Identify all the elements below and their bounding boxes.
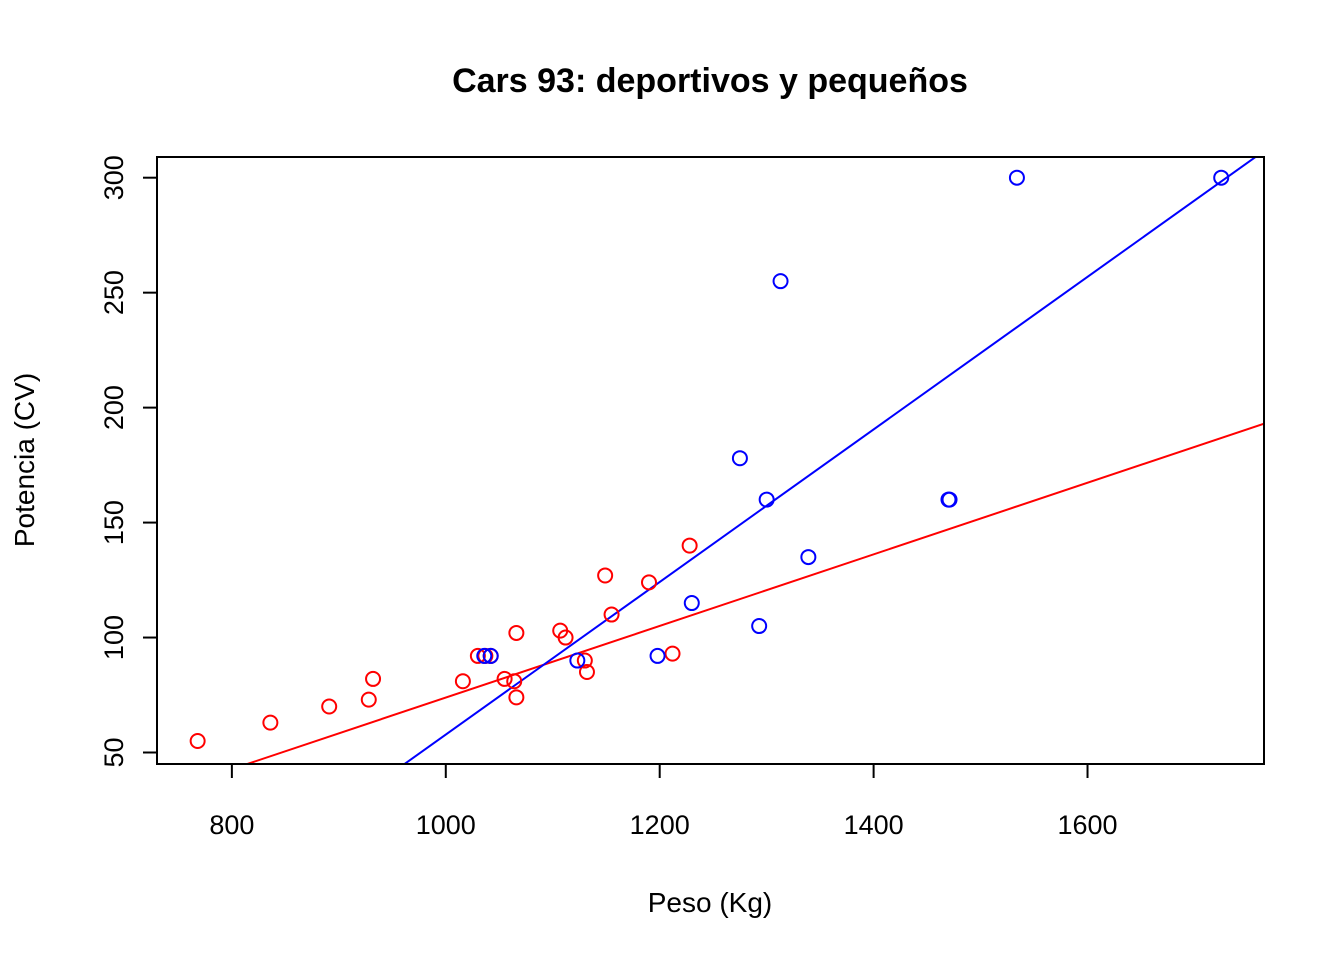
y-axis: 50 100 150 200 250 300 bbox=[99, 155, 158, 768]
x-axis: 800 1000 1200 1400 1600 bbox=[209, 763, 1118, 840]
point-pequeños bbox=[321, 698, 338, 715]
point-pequeños bbox=[664, 645, 681, 662]
point-pequeños bbox=[469, 647, 486, 664]
chart-title: Cars 93: deportivos y pequeños bbox=[452, 62, 968, 100]
x-axis-label: Peso (Kg) bbox=[648, 887, 773, 918]
point-deportivos bbox=[482, 647, 499, 664]
point-pequeños bbox=[360, 691, 377, 708]
point-deportivos bbox=[800, 549, 817, 566]
fit-lines bbox=[244, 157, 1264, 764]
point-pequeños bbox=[641, 574, 657, 591]
fit-line-deportivos bbox=[402, 157, 1258, 764]
point-deportivos bbox=[758, 491, 775, 508]
point-pequeños bbox=[578, 664, 595, 681]
x-tick-label: 1600 bbox=[1057, 810, 1117, 840]
point-pequeños bbox=[681, 537, 698, 554]
x-tick-label: 1000 bbox=[416, 810, 476, 840]
x-tick-label: 1200 bbox=[630, 810, 690, 840]
point-deportivos bbox=[569, 652, 586, 669]
point-pequeños bbox=[508, 689, 525, 706]
data-points bbox=[189, 169, 1230, 750]
point-deportivos bbox=[941, 491, 958, 508]
point-deportivos bbox=[649, 647, 666, 664]
y-tick-label: 150 bbox=[99, 500, 129, 545]
y-tick-label: 300 bbox=[99, 155, 129, 200]
point-deportivos bbox=[1008, 169, 1025, 186]
y-tick-label: 250 bbox=[99, 270, 129, 315]
point-deportivos bbox=[476, 647, 493, 664]
point-pequeños bbox=[576, 652, 593, 669]
y-tick-label: 100 bbox=[99, 615, 129, 660]
y-axis-label: Potencia (CV) bbox=[9, 373, 40, 547]
x-tick-label: 800 bbox=[209, 810, 254, 840]
point-pequeños bbox=[189, 733, 206, 750]
point-pequeños bbox=[557, 629, 574, 646]
point-deportivos bbox=[772, 273, 789, 290]
point-pequeños bbox=[262, 714, 279, 731]
point-pequeños bbox=[454, 673, 471, 690]
point-deportivos bbox=[731, 450, 748, 467]
point-deportivos bbox=[751, 618, 768, 635]
point-pequeños bbox=[508, 624, 525, 641]
y-tick-label: 200 bbox=[99, 385, 129, 430]
point-pequeños bbox=[506, 673, 523, 690]
point-deportivos bbox=[1213, 169, 1230, 186]
x-tick-label: 1400 bbox=[844, 810, 904, 840]
point-pequeños bbox=[496, 670, 513, 687]
point-pequeños bbox=[597, 567, 614, 584]
point-deportivos bbox=[683, 595, 700, 612]
fit-line-pequeños bbox=[244, 422, 1264, 764]
point-pequeños bbox=[603, 606, 620, 623]
point-pequeños bbox=[365, 670, 382, 687]
y-tick-label: 50 bbox=[99, 737, 129, 767]
